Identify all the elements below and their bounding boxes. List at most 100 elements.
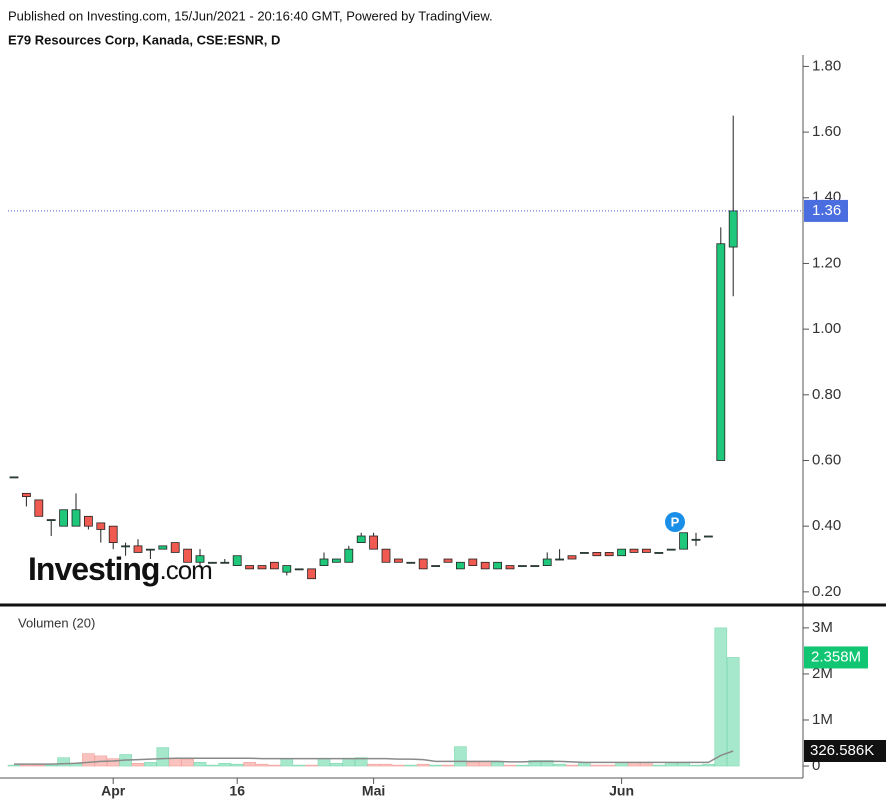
candle-body [493,561,503,570]
volume-last-box [804,646,868,669]
volume-bar [392,764,405,767]
y-tick-label: 0.80 [812,386,841,403]
candle-body [307,568,317,580]
candle-body [158,545,168,550]
volume-bar [243,762,256,767]
volume-bar [379,763,393,767]
candle-body [580,552,589,554]
volume-bar [342,758,356,767]
candle-body [282,565,292,573]
volume-ma-line [14,750,734,765]
candle-body [34,499,44,517]
volume-bar [193,762,207,767]
ma-last-box [804,739,886,762]
candle-body [96,522,106,530]
y-tick-label: 2M [812,665,833,682]
x-tick-label: Jun [609,783,634,799]
volume-bar [714,627,728,767]
volume-bar [57,757,70,767]
x-tick-label: 16 [229,783,245,799]
volume-bar [553,763,566,767]
candle-body [331,558,341,563]
volume-bar [44,764,58,767]
y-tick-label: 0.40 [812,517,841,534]
candle-body [654,552,664,554]
volume-bar [7,764,21,767]
volume-last-label: 2.358M [811,648,861,665]
candle-body [642,548,651,553]
volume-title: Volumen (20) [18,615,95,630]
volume-bar [429,764,442,767]
volume-bar [168,757,182,767]
y-tick-label: 1.20 [812,254,841,271]
y-tick-label: 1.60 [812,123,841,140]
candle-body [505,565,515,570]
candle-body [369,535,379,550]
volume-bar [144,762,157,767]
volume-bar [82,753,95,767]
candle-body [84,515,93,527]
candle-body [220,561,230,564]
candle-body [480,561,490,570]
volume-bar [292,764,306,767]
volume-bar [330,762,343,767]
logo-main: Investing [28,551,159,587]
volume-bar [702,763,715,767]
volume-bar [416,763,430,767]
volume-bar [441,764,455,767]
volume-bar [131,762,145,767]
candle-body [21,492,31,498]
volume-bar [354,757,368,767]
volume-bar [516,764,529,767]
logo: Investing.com [28,551,212,587]
volume-bar [602,764,616,767]
symbol-title: E79 Resources Corp, Kanada, CSE:ESNR, D [8,32,280,47]
candle-body [666,548,676,551]
candle-body [406,561,416,564]
candle-body [195,555,205,563]
candle-body [443,558,453,563]
candle-body [108,525,118,543]
candle-body [555,558,564,561]
y-tick-label: 3M [812,619,833,636]
volume-bar [268,764,281,767]
candle-body [604,552,614,557]
annotation-marker [665,512,685,532]
y-tick-label: 1M [812,711,833,728]
volume-bar [689,764,703,767]
volume-bar [156,747,170,767]
candle-body [728,210,738,248]
volume-bar [280,758,294,767]
candle-body [679,532,688,550]
candle-body [294,568,304,571]
y-tick-label: 0.60 [812,451,841,468]
candle-body [319,558,329,566]
volume-bar [528,760,542,767]
candle-body [393,558,403,563]
candle-body [145,548,155,551]
candle-body [133,545,143,553]
y-tick-label: 0 [812,757,820,774]
volume-bar [367,763,380,767]
candle-body [592,552,602,557]
candle-body [704,535,713,538]
y-tick-label: 1.80 [812,57,841,74]
volume-bar [565,764,579,767]
volume-bar [317,758,331,767]
candle-body [46,519,56,522]
candle-body [59,509,68,527]
last-price-label: 1.36 [812,202,841,219]
volume-bar [206,764,219,767]
volume-bar [230,763,244,767]
volume-bar [454,746,467,767]
y-tick-label: 0.20 [812,583,841,600]
x-tick-label: Mai [362,783,385,799]
volume-bar [106,758,120,767]
volume-bar [590,764,604,767]
candle-body [356,535,366,543]
volume-bar [726,657,740,767]
candle-body [468,558,478,566]
volume-bar [404,764,418,767]
ma-last-label: 326.586K [810,742,874,759]
